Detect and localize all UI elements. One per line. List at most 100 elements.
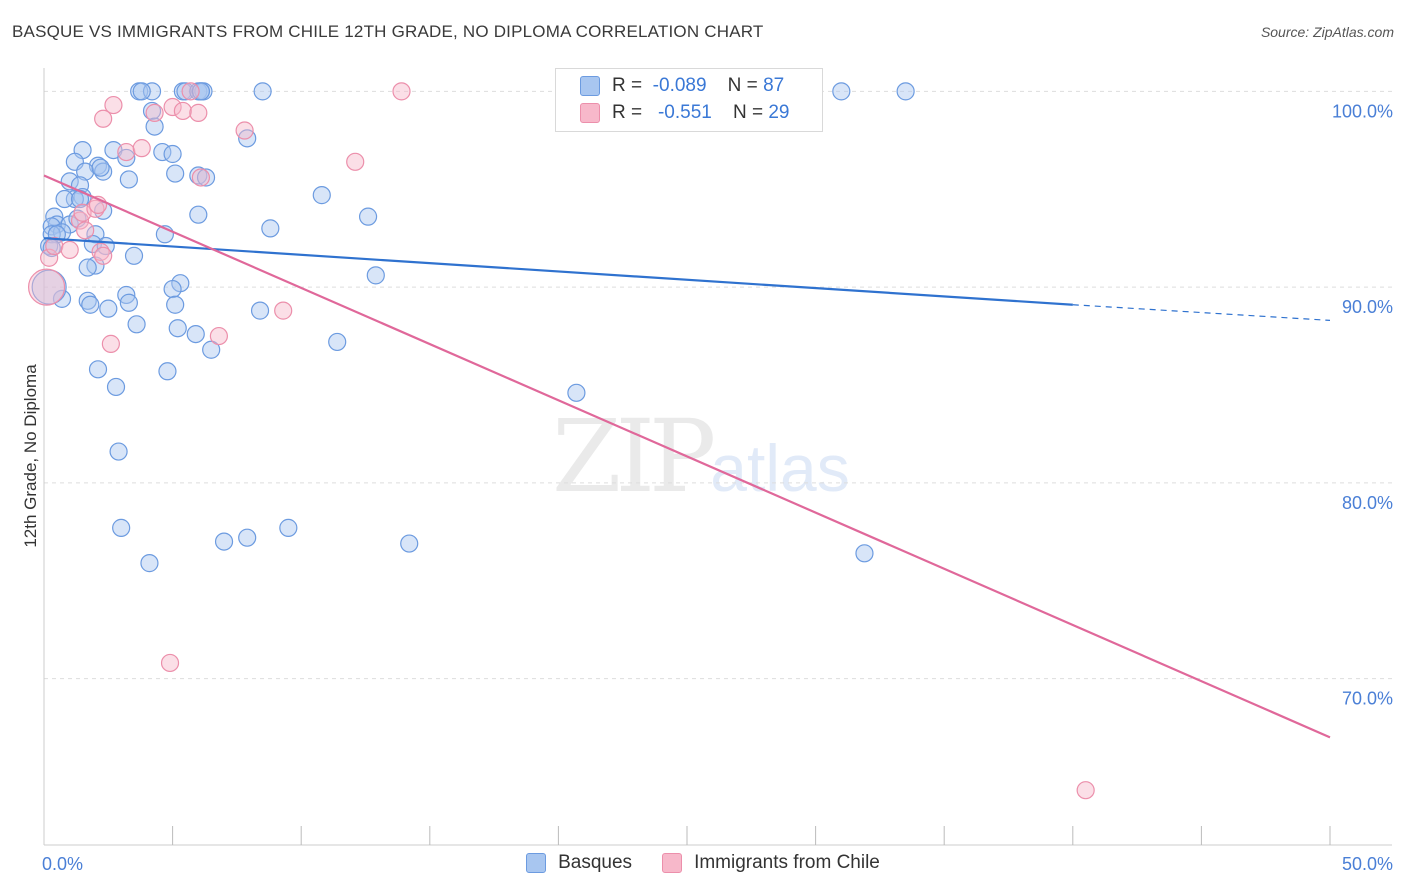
basques-point [78, 258, 97, 277]
basques-point [132, 82, 151, 101]
legend-item-basques[interactable]: Basques [526, 852, 632, 874]
axis-labels: 70.0% 80.0% 90.0% 100.0% 0.0% 50.0% 12th Grade… [21, 101, 1393, 874]
legend-r-label: R = [612, 75, 643, 96]
basques-point [142, 82, 162, 101]
chile-point [117, 142, 136, 162]
chile-point [76, 221, 95, 240]
chile-point [94, 246, 113, 265]
basques-point [176, 82, 195, 101]
chile-point [392, 82, 411, 101]
basques-point [119, 170, 138, 189]
legend-n-value: 87 [763, 75, 785, 96]
chile-point [235, 121, 254, 140]
basques-point [81, 295, 100, 314]
y-tick-label: 100.0% [1332, 101, 1393, 121]
legend-r-value: -0.551 [657, 102, 712, 123]
legend-row-basques: R = -0.089 N = 87 [580, 75, 784, 97]
y-axis-label: 12th Grade, No Diploma [21, 364, 40, 548]
chile-point [274, 301, 293, 320]
chile-point [181, 82, 200, 101]
chile-point [132, 139, 151, 158]
legend-n-label: N = [727, 75, 758, 96]
watermark-atlas: atlas [710, 431, 850, 505]
chile-points [27, 82, 1095, 800]
chile-point [209, 326, 228, 346]
legend-r-value: -0.089 [652, 75, 707, 96]
basques-point [896, 82, 915, 101]
chile-point [163, 97, 182, 117]
basques-point [166, 164, 185, 183]
basques-point [140, 554, 159, 573]
basques-point [253, 82, 272, 101]
chart-title: BASQUE VS IMMIGRANTS FROM CHILE 12TH GRA… [12, 22, 764, 41]
basques-point [189, 205, 208, 224]
basques-point [99, 299, 118, 318]
legend-label-basques: Basques [558, 852, 633, 873]
chile-point [346, 152, 365, 171]
basques-point [168, 319, 187, 338]
basques-point [238, 528, 257, 547]
basques-point [163, 144, 182, 164]
basques-point [400, 534, 419, 553]
basques-point [328, 332, 347, 352]
chile-point [191, 168, 210, 187]
chile-point [173, 101, 192, 121]
basques-point [366, 266, 385, 285]
basques-point [261, 219, 280, 238]
chile-point [40, 248, 59, 267]
basques-point [119, 293, 138, 312]
grid-lines [44, 90, 1392, 680]
trend-lines [43, 174, 1331, 739]
basques-point [106, 377, 126, 397]
chile-swatch [580, 103, 600, 123]
y-tick-label: 70.0% [1342, 689, 1393, 709]
basques-point [65, 189, 84, 209]
basques-trend-line [43, 237, 1073, 306]
basques-point [112, 518, 131, 537]
basques-point [191, 82, 210, 101]
series-legend: Basques Immigrants from Chile [0, 852, 1406, 874]
chile-point [189, 103, 208, 122]
chile-point [160, 653, 180, 673]
basques-point [88, 360, 108, 379]
legend-r-label: R = [612, 102, 643, 123]
basques-point [142, 101, 162, 121]
basques-point [117, 148, 136, 168]
x-tick-label: 0.0% [42, 854, 83, 874]
legend-item-chile[interactable]: Immigrants from Chile [662, 852, 880, 874]
basques-legend-swatch [526, 853, 547, 873]
basques-points [31, 82, 915, 573]
y-tick-label: 80.0% [1342, 493, 1393, 513]
basques-point [127, 315, 146, 334]
basques-point [186, 324, 205, 344]
chile-point [101, 334, 120, 353]
chile-trend-line [43, 174, 1331, 739]
chile-point [27, 268, 66, 306]
legend-label-chile: Immigrants from Chile [694, 852, 880, 873]
basques-point [214, 532, 234, 551]
basques-point [163, 279, 182, 299]
basques-trend-extension [1072, 304, 1331, 321]
basques-point [55, 189, 74, 209]
basques-swatch [580, 76, 600, 96]
basques-point [250, 301, 270, 320]
basques-point [196, 168, 216, 187]
source-credit: Source: ZipAtlas.com [1260, 24, 1394, 40]
chile-point [1076, 781, 1095, 800]
basques-point [312, 186, 331, 205]
basques-point [145, 117, 164, 136]
chile-point [60, 240, 79, 260]
basques-point [832, 82, 851, 101]
basques-point [91, 158, 110, 177]
legend-n-label: N = [732, 102, 764, 123]
basques-point [279, 518, 298, 537]
legend-row-chile: R = -0.551 N = 29 [580, 102, 789, 124]
chile-legend-swatch [662, 853, 683, 873]
basques-point [567, 383, 586, 402]
axes [43, 68, 1392, 846]
basques-point [358, 207, 378, 226]
stats-legend: R = -0.089 N = 87 R = -0.551 N = 29 [555, 68, 823, 132]
chile-point [104, 95, 123, 115]
x-tick-label: 50.0% [1342, 854, 1393, 874]
